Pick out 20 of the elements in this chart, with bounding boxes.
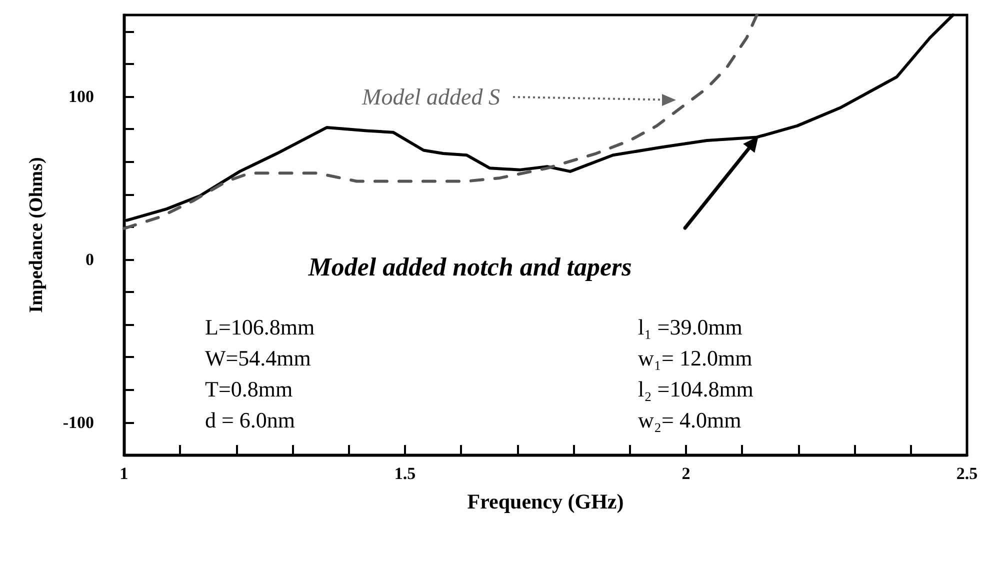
- x-axis-title: Frequency (GHz): [467, 490, 624, 514]
- x-tick-label: 2: [682, 464, 690, 483]
- annotation: W=54.4mm: [205, 346, 311, 370]
- annotation: l₂ =104.8mm: [638, 376, 754, 402]
- y-tick-label: -100: [62, 412, 94, 432]
- x-tick-label: 2.5: [956, 464, 978, 483]
- y-tick-label: 0: [86, 250, 94, 269]
- annotation: T=0.8mm: [205, 376, 293, 402]
- annotation: w₂= 4.0mm: [638, 408, 742, 432]
- y-axis-title: Impedance (Ohms): [26, 157, 47, 313]
- x-tick-label: 1: [120, 464, 128, 483]
- annotation: Model added S: [361, 84, 500, 110]
- annotation: l₁ =39.0mm: [638, 314, 742, 340]
- y-tick-label: 100: [68, 86, 94, 106]
- annotation: Model added notch and tapers: [307, 252, 632, 282]
- x-tick-label: 1.5: [394, 464, 416, 483]
- annotation: w₁= 12.0mm: [638, 346, 752, 370]
- annotation: L=106.8mm: [205, 314, 315, 340]
- line-series: [122, 14, 758, 230]
- annotation: d = 6.0nm: [205, 408, 296, 432]
